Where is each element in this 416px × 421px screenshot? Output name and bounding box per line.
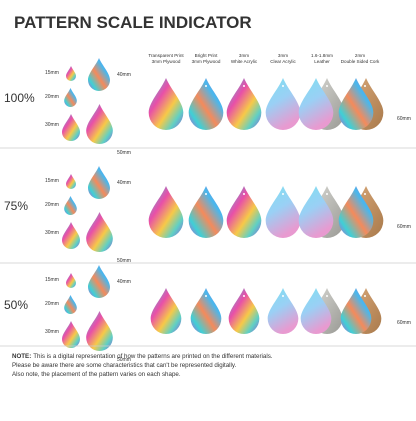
teardrop [267, 288, 299, 334]
material-label: Bright Print [195, 53, 218, 58]
teardrop [88, 166, 110, 199]
size-label: 50mm [117, 258, 131, 264]
teardrop [62, 114, 80, 141]
scale-label: 75% [4, 199, 28, 213]
size-label: 20mm [45, 301, 59, 307]
size-label: 50mm [117, 357, 131, 363]
hole [364, 193, 366, 195]
height-label: 60mm [397, 224, 411, 230]
teardrop [62, 222, 80, 249]
hole [326, 193, 328, 195]
note-line: This is a digital representation of how … [33, 353, 273, 360]
material-label: 3mm Plywood [152, 59, 181, 64]
material-label: 2mm [355, 53, 365, 58]
scale-label: 50% [4, 298, 28, 312]
hole [364, 295, 366, 297]
material-label: 3mm [278, 53, 288, 58]
teardrop [86, 104, 113, 144]
material-label: Leather [314, 59, 330, 64]
size-label: 40mm [117, 279, 131, 285]
material-label: 3mm [239, 53, 249, 58]
size-label: 15mm [45, 70, 59, 76]
material-label: 1.6-1.8mm [311, 53, 333, 58]
material-label: White Acrylic [231, 59, 258, 64]
teardrop [64, 88, 77, 107]
teardrop [190, 288, 222, 334]
teardrop [150, 288, 182, 334]
hole [326, 295, 328, 297]
teardrop [88, 58, 110, 91]
teardrop [64, 295, 77, 314]
size-label: 20mm [45, 202, 59, 208]
hole [326, 85, 328, 87]
teardrop [148, 78, 184, 130]
scale-label: 100% [4, 91, 35, 105]
teardrop [66, 273, 76, 288]
hole [243, 85, 245, 87]
size-label: 30mm [45, 122, 59, 128]
teardrop [62, 321, 80, 348]
hole [282, 295, 284, 297]
teardrop [88, 265, 110, 298]
teardrop [66, 66, 76, 81]
size-label: 40mm [117, 180, 131, 186]
size-label: 20mm [45, 94, 59, 100]
material-label: 3mm Plywood [192, 59, 221, 64]
note-line: Please be aware there are some character… [12, 362, 237, 369]
teardrop [66, 174, 76, 189]
height-label: 60mm [397, 116, 411, 122]
size-label: 30mm [45, 230, 59, 236]
size-label: 15mm [45, 277, 59, 283]
hole [205, 193, 207, 195]
note: NOTE: This is a digital representation of… [12, 353, 273, 360]
size-label: 30mm [45, 329, 59, 335]
note-line: Also note, the placement of the pattern … [12, 371, 181, 378]
teardrop [86, 311, 113, 351]
material-label: Clear Acrylic [270, 59, 296, 64]
note-label: NOTE: [12, 353, 31, 360]
hole [243, 193, 245, 195]
size-label: 40mm [117, 72, 131, 78]
teardrop [86, 212, 113, 252]
height-label: 60mm [397, 320, 411, 326]
teardrop [148, 186, 184, 238]
hole [282, 85, 284, 87]
hole [364, 85, 366, 87]
material-label: Double Sided Cork [341, 59, 380, 64]
size-label: 50mm [117, 150, 131, 156]
hole [243, 295, 245, 297]
hole [282, 193, 284, 195]
teardrop [64, 196, 77, 215]
material-label: Transparent Print [148, 53, 184, 58]
hole [205, 85, 207, 87]
hole [205, 295, 207, 297]
size-label: 15mm [45, 178, 59, 184]
title: PATTERN SCALE INDICATOR [14, 13, 252, 32]
teardrop [228, 288, 260, 334]
